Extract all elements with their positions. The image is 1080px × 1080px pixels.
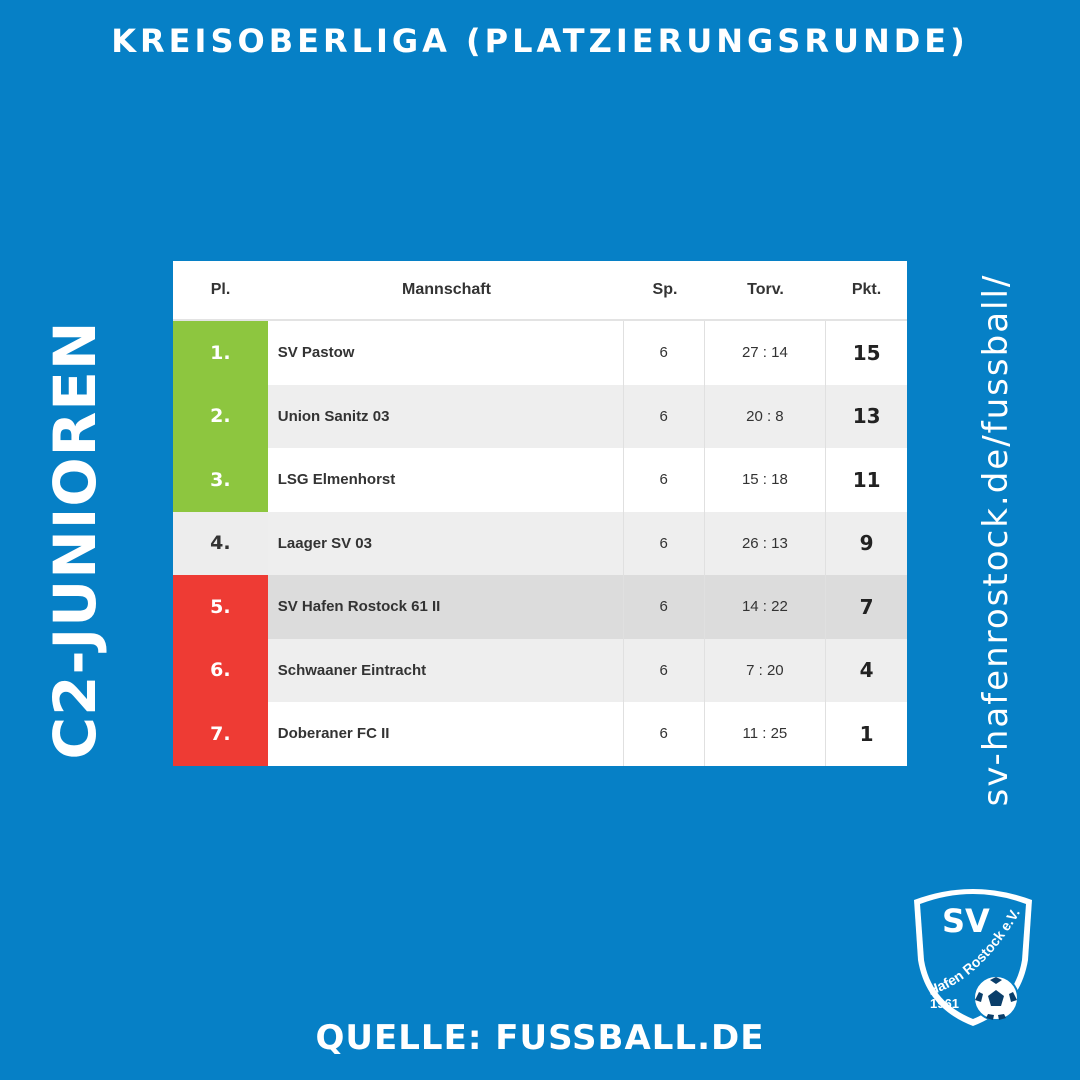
table-row: 1. SV Pastow 6 27 : 14 15 — [173, 321, 907, 385]
table-row-own-team: 5. SV Hafen Rostock 61 II 6 14 : 22 7 — [173, 575, 907, 639]
table-row: 4. Laager SV 03 6 26 : 13 9 — [173, 511, 907, 575]
rank-cell: 6. — [173, 638, 268, 702]
goals-cell: 20 : 8 — [705, 384, 827, 448]
games-cell: 6 — [624, 511, 705, 575]
table-header: Pl. Mannschaft Sp. Torv. Pkt. — [173, 261, 907, 321]
goals-cell: 14 : 22 — [705, 575, 827, 639]
header-sp: Sp. — [652, 281, 678, 298]
header-pl: Pl. — [210, 281, 231, 298]
team-cell: LSG Elmenhorst — [268, 448, 624, 512]
team-cell: SV Hafen Rostock 61 II — [268, 575, 624, 639]
table-row: 7. Doberaner FC II 6 11 : 25 1 — [173, 702, 907, 766]
team-category-label: C2-JUNIOREN — [41, 320, 109, 760]
points-cell: 9 — [859, 531, 874, 556]
team-cell: Schwaaner Eintracht — [268, 638, 624, 702]
header-pkt: Pkt. — [851, 281, 882, 298]
source-label: QUELLE: FUSSBALL.DE — [315, 1018, 765, 1058]
rank-cell: 5. — [173, 575, 268, 639]
goals-cell: 26 : 13 — [705, 511, 827, 575]
points-cell: 13 — [852, 404, 881, 429]
goals-cell: 15 : 18 — [705, 448, 827, 512]
points-cell: 7 — [859, 594, 874, 619]
goals-cell: 7 : 20 — [705, 638, 827, 702]
header-torv: Torv. — [747, 281, 784, 298]
table-row: 3. LSG Elmenhorst 6 15 : 18 11 — [173, 448, 907, 512]
games-cell: 6 — [624, 448, 705, 512]
rank-cell: 1. — [173, 321, 268, 385]
club-logo: SV Hafen Rostock e.V. 1961 — [914, 889, 1032, 1026]
logo-initials: SV — [942, 902, 990, 940]
team-cell: Union Sanitz 03 — [268, 384, 624, 448]
games-cell: 6 — [624, 321, 705, 385]
games-cell: 6 — [624, 702, 705, 766]
standings-table: Pl. Mannschaft Sp. Torv. Pkt. 1. SV Past… — [173, 261, 907, 766]
rank-cell: 4. — [173, 511, 268, 575]
games-cell: 6 — [624, 638, 705, 702]
website-label: sv-hafenrostock.de/fussball/ — [976, 273, 1016, 807]
page-title: KREISOBERLIGA (PLATZIERUNGSRUNDE) — [111, 22, 969, 60]
points-cell: 15 — [852, 340, 881, 365]
soccer-ball-icon — [973, 975, 1019, 1021]
games-cell: 6 — [624, 384, 705, 448]
rank-cell: 2. — [173, 384, 268, 448]
rank-cell: 3. — [173, 448, 268, 512]
goals-cell: 27 : 14 — [705, 321, 827, 385]
header-team: Mannschaft — [402, 281, 491, 298]
games-cell: 6 — [624, 575, 705, 639]
points-cell: 11 — [852, 467, 881, 492]
team-cell: Doberaner FC II — [268, 702, 624, 766]
team-cell: SV Pastow — [268, 321, 624, 385]
table-row: 6. Schwaaner Eintracht 6 7 : 20 4 — [173, 638, 907, 702]
table-row: 2. Union Sanitz 03 6 20 : 8 13 — [173, 384, 907, 448]
points-cell: 4 — [859, 658, 874, 683]
team-cell: Laager SV 03 — [268, 511, 624, 575]
goals-cell: 11 : 25 — [705, 702, 827, 766]
points-cell: 1 — [859, 721, 874, 746]
logo-year: 1961 — [930, 996, 959, 1011]
rank-cell: 7. — [173, 702, 268, 766]
